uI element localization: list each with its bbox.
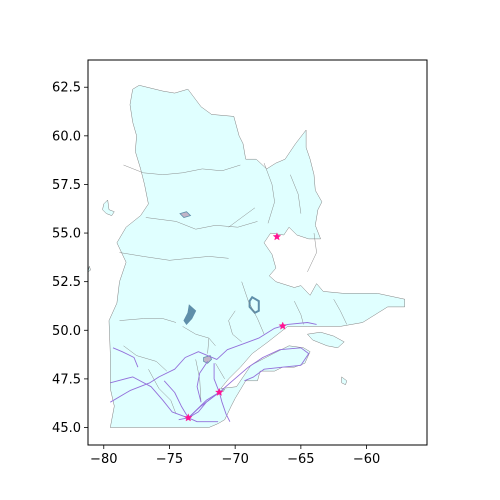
lake-mistassini bbox=[183, 304, 197, 326]
road-line bbox=[188, 391, 220, 419]
river-line bbox=[263, 163, 275, 224]
x-axis: −80 −75 −70 −65 −60 bbox=[90, 445, 380, 467]
river-line bbox=[333, 299, 348, 325]
road-line bbox=[188, 417, 219, 423]
road-line bbox=[196, 361, 208, 403]
y-axis: 45.0 47.5 50.0 52.5 55.0 57.5 60.0 62.5 bbox=[52, 81, 88, 436]
y-tick-label: 55.0 bbox=[52, 227, 81, 242]
city-marker[interactable] bbox=[278, 321, 287, 330]
river-line bbox=[241, 281, 265, 335]
manicouagan-reservoir bbox=[248, 295, 260, 315]
x-tick-label: −75 bbox=[156, 452, 183, 467]
road-line bbox=[218, 392, 231, 422]
river-line bbox=[195, 359, 202, 403]
river-line bbox=[207, 338, 210, 354]
river-line bbox=[148, 369, 177, 414]
axes-frame bbox=[87, 59, 428, 446]
city-marker[interactable] bbox=[215, 387, 224, 396]
x-tick-label: −65 bbox=[287, 452, 314, 467]
road-line bbox=[213, 363, 220, 393]
river-line bbox=[228, 310, 242, 343]
river-line bbox=[123, 164, 241, 175]
river-line bbox=[119, 252, 229, 261]
map-layer bbox=[87, 85, 405, 428]
x-tick-label: −70 bbox=[221, 452, 248, 467]
river-line bbox=[290, 174, 302, 214]
city-markers bbox=[184, 232, 287, 422]
y-tick-label: 50.0 bbox=[52, 324, 81, 339]
y-tick-label: 52.5 bbox=[52, 275, 81, 290]
river-line bbox=[145, 217, 258, 230]
akimiski-island bbox=[87, 265, 91, 273]
road-line bbox=[110, 376, 189, 419]
road-line bbox=[187, 391, 220, 419]
lake-minto bbox=[179, 211, 192, 218]
river-line bbox=[182, 326, 216, 346]
river-line bbox=[307, 233, 317, 272]
city-marker[interactable] bbox=[184, 413, 193, 422]
y-tick-label: 62.5 bbox=[52, 81, 81, 96]
y-tick-label: 47.5 bbox=[52, 372, 81, 387]
city-marker[interactable] bbox=[272, 232, 282, 241]
belcher-islands bbox=[102, 199, 115, 216]
river-line bbox=[294, 301, 304, 325]
y-tick-label: 57.5 bbox=[52, 178, 81, 193]
magdalen-islands bbox=[341, 376, 348, 386]
x-tick-label: −60 bbox=[353, 452, 380, 467]
river-line bbox=[119, 318, 177, 323]
road-line bbox=[163, 380, 189, 419]
x-tick-label: −80 bbox=[90, 452, 117, 467]
river-line bbox=[215, 363, 225, 380]
y-tick-label: 45.0 bbox=[52, 421, 81, 436]
river-line bbox=[123, 345, 167, 372]
province-landmass bbox=[108, 85, 405, 428]
river-line bbox=[228, 207, 256, 228]
road-line bbox=[112, 347, 139, 368]
y-tick-label: 60.0 bbox=[52, 129, 81, 144]
anticosti-island bbox=[306, 331, 345, 349]
